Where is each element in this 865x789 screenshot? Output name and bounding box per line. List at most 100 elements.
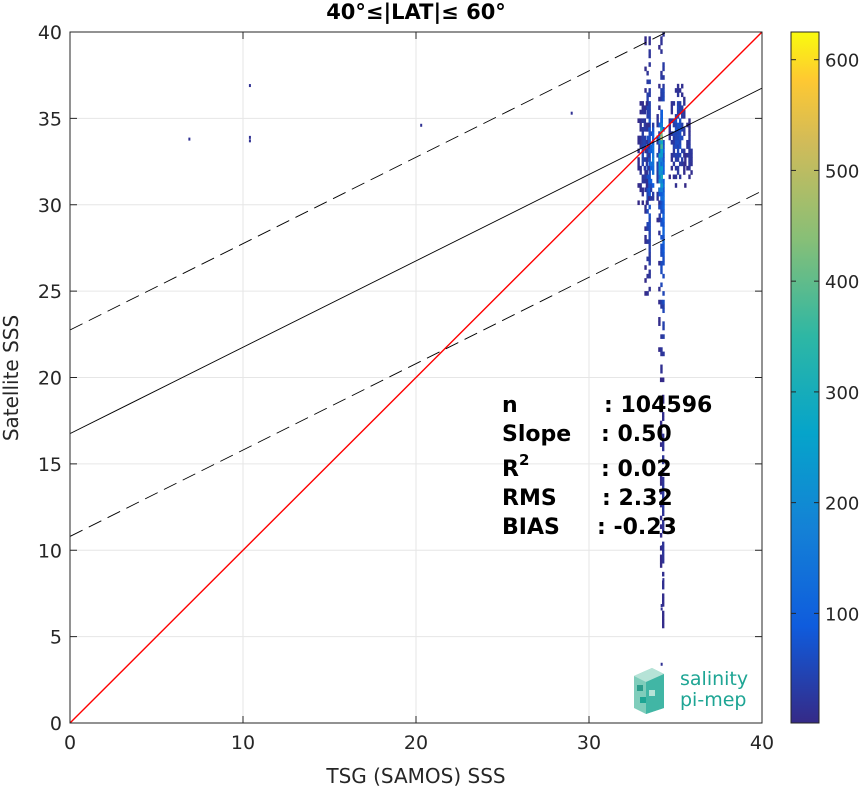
y-tick-label: 25 — [38, 281, 62, 303]
heatmap-cell — [672, 144, 676, 149]
heatmap-cell — [658, 213, 661, 219]
heatmap-cell — [639, 122, 642, 128]
heatmap-cell — [641, 118, 644, 123]
heatmap-cell — [681, 148, 684, 154]
heatmap-cell — [662, 196, 665, 201]
heatmap-cell — [658, 200, 661, 206]
heatmap-cell — [648, 161, 651, 167]
heatmap-cell — [659, 563, 663, 568]
heatmap-cell — [662, 334, 665, 339]
heatmap-cell — [660, 118, 663, 123]
heatmap-cell — [662, 321, 665, 326]
heatmap-cell — [670, 157, 674, 162]
heatmap-cell — [656, 165, 659, 171]
heatmap-cell — [648, 239, 651, 244]
heatmap-cell — [646, 256, 649, 262]
heatmap-cell — [672, 152, 676, 158]
heatmap-cell — [645, 161, 649, 167]
heatmap-cell — [660, 200, 663, 206]
reference-lines — [70, 32, 762, 723]
heatmap-cell — [662, 144, 665, 149]
heatmap-cell — [662, 468, 665, 473]
heatmap-cell — [637, 165, 640, 171]
heatmap-cell — [662, 351, 665, 357]
heatmap-cell — [662, 541, 665, 547]
heatmap-cell — [639, 127, 642, 132]
heatmap-cell — [660, 191, 663, 197]
heatmap-cell — [684, 157, 687, 162]
heatmap-cell — [662, 178, 665, 184]
heatmap-cell — [645, 101, 649, 106]
heatmap-cell — [676, 170, 680, 175]
heatmap-cell — [660, 70, 663, 76]
heatmap-cell — [686, 152, 689, 158]
heatmap-cell — [670, 118, 674, 123]
heatmap-cell — [660, 299, 663, 305]
heatmap-cell — [672, 174, 676, 180]
heatmap-cell — [659, 433, 663, 439]
heatmap-cell — [644, 36, 647, 41]
heatmap-cell — [662, 96, 665, 102]
heatmap-cell — [645, 122, 649, 128]
heatmap-cell — [676, 148, 680, 154]
heatmap-cell — [641, 105, 644, 111]
colorbar-tick-label: 600 — [825, 51, 859, 72]
y-tick-label: 35 — [38, 108, 62, 130]
heatmap-cell — [660, 269, 663, 275]
heatmap-cell — [662, 528, 665, 534]
heatmap-cell — [683, 165, 686, 171]
heatmap-cell — [639, 101, 642, 106]
y-tick-label: 0 — [50, 713, 62, 735]
stat-slope-value: : 0.50 — [601, 422, 672, 447]
heatmap-cell — [662, 209, 665, 214]
heatmap-cell — [662, 191, 665, 197]
heatmap-cell — [672, 131, 676, 136]
heatmap-cell — [678, 122, 682, 128]
heatmap-cell — [683, 131, 686, 136]
heatmap-cell — [649, 165, 653, 171]
heatmap-cell — [683, 101, 686, 106]
stat-slope-label: Slope — [502, 422, 571, 447]
heatmap-cell — [688, 127, 691, 132]
x-tick-label: 40 — [750, 732, 774, 754]
heatmap-cell — [648, 222, 651, 227]
heatmap-cell — [662, 545, 665, 551]
heatmap-cell — [668, 174, 671, 180]
heatmap-cell — [660, 131, 663, 136]
heatmap-cell — [641, 101, 644, 106]
heatmap-cell — [662, 152, 665, 158]
heatmap-cell — [662, 571, 665, 577]
logo-line2: pi-mep — [680, 689, 746, 711]
heatmap-cell — [651, 165, 655, 171]
heatmap-cell — [658, 105, 661, 111]
heatmap-cell — [678, 144, 682, 149]
heatmap-cell — [648, 183, 651, 188]
y-tick-label: 5 — [50, 627, 62, 649]
heatmap-cell — [678, 139, 682, 145]
heatmap-cell — [659, 407, 663, 413]
heatmap-cell — [644, 226, 647, 231]
heatmap-cell — [658, 174, 661, 180]
heatmap-cell — [662, 139, 665, 145]
heatmap-cell — [683, 170, 686, 175]
heatmap-cell — [662, 239, 665, 244]
heatmap-cell — [662, 213, 665, 219]
heatmap-cell — [648, 213, 651, 219]
heatmap-cell — [660, 88, 663, 93]
heatmap-cell — [660, 127, 663, 132]
heatmap-cell — [668, 118, 671, 123]
heatmap-cell — [644, 148, 647, 154]
heatmap-cell — [656, 114, 659, 119]
heatmap-cell — [644, 170, 647, 175]
heatmap-cell — [637, 200, 640, 206]
heatmap-cell — [658, 83, 661, 89]
chart-title: 40°≤|LAT|≤ 60° — [326, 0, 506, 25]
heatmap-cell — [660, 114, 663, 119]
heatmap-cell — [674, 127, 678, 132]
outlier-cell — [662, 578, 665, 582]
identity-line — [70, 32, 762, 723]
heatmap-cell — [648, 187, 651, 193]
heatmap-cell — [662, 325, 665, 331]
heatmap-cell — [658, 187, 661, 193]
heatmap-cell — [651, 191, 655, 197]
